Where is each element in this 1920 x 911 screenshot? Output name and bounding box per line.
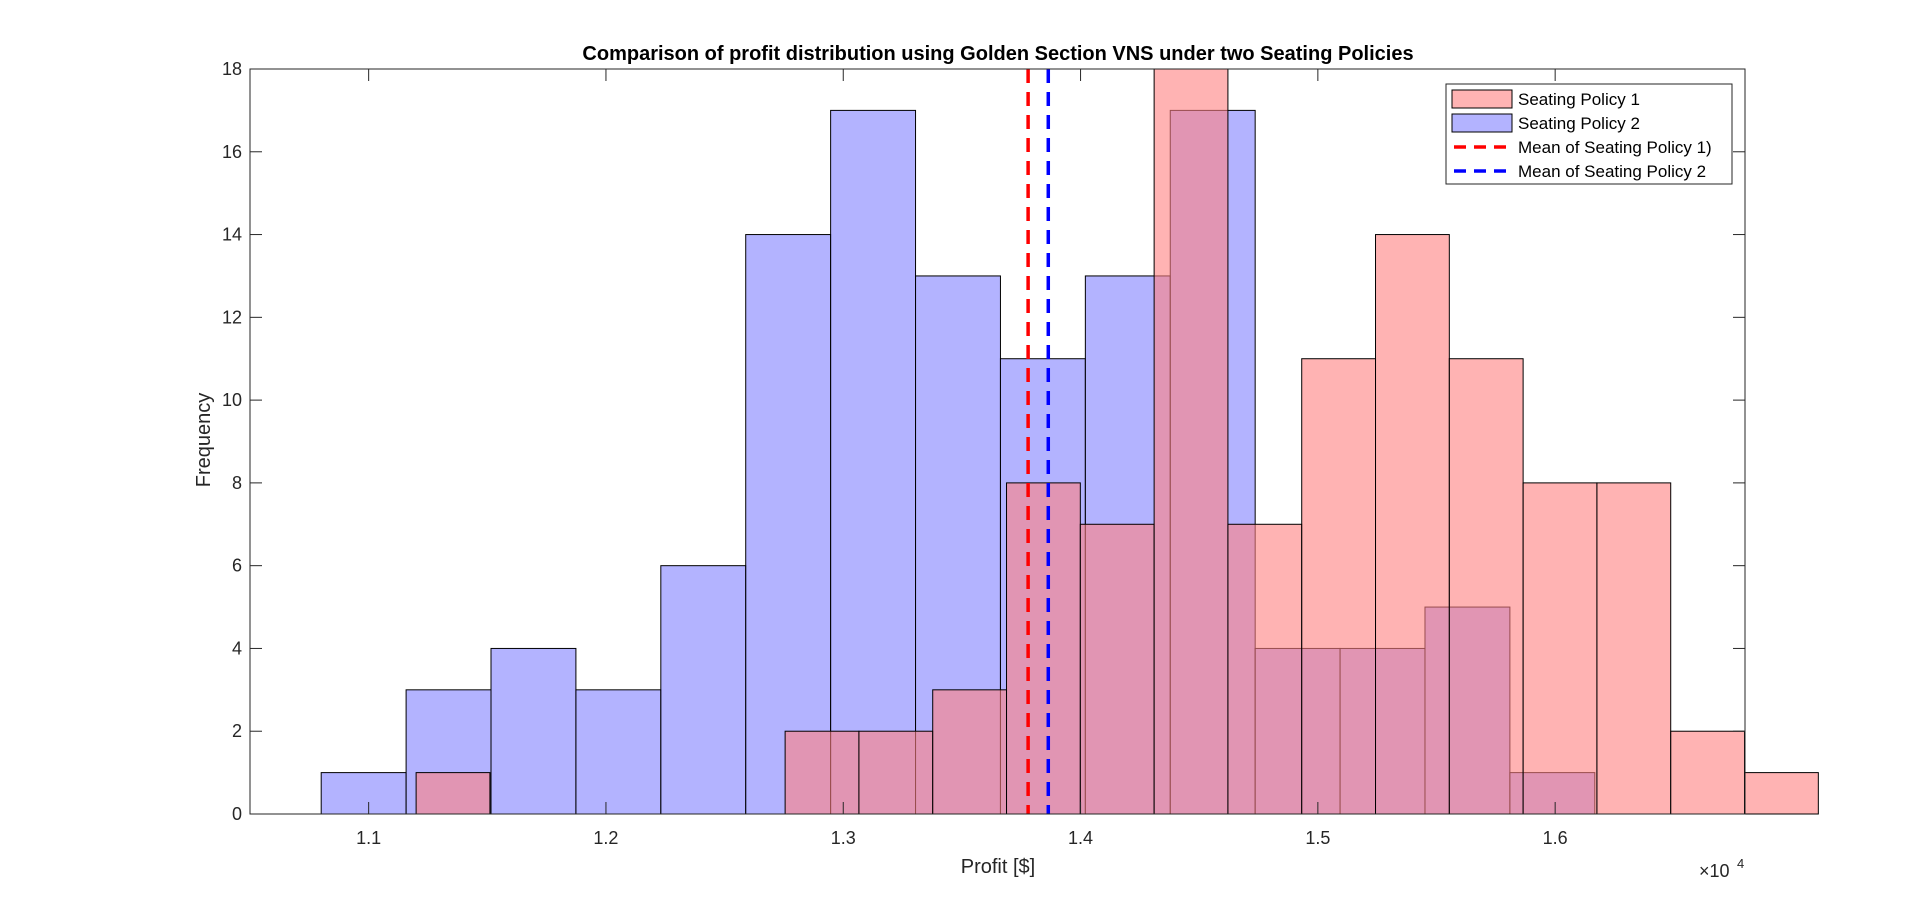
x-tick-label-2: 1.3 [831, 828, 856, 848]
histogram-bar-series-1-bin-10 [1153, 68, 1229, 815]
histogram-bar-series-1-bin-18 [1744, 772, 1819, 815]
y-tick-label-9: 18 [222, 59, 242, 79]
histogram-bar-series-1-bin-8 [1006, 482, 1081, 815]
histogram-bar-series-1-bin-11 [1227, 523, 1303, 815]
histogram-bar-series-1-bin-0 [415, 772, 491, 815]
y-tick-label-4: 8 [232, 473, 242, 493]
histogram-bars [320, 68, 1819, 815]
histogram-bar-series-2-bin-5 [745, 234, 832, 815]
histogram-bar-series-1-bin-12 [1301, 358, 1377, 815]
legend-label-2: Seating Policy 2 [1518, 114, 1640, 133]
histogram-bar-series-1-bin-17 [1670, 730, 1746, 815]
y-tick-label-3: 6 [232, 556, 242, 576]
x-tick-label-4: 1.5 [1305, 828, 1330, 848]
legend-swatch-1 [1451, 89, 1513, 109]
legend-label-4: Mean of Seating Policy 2 [1518, 162, 1706, 181]
y-tick-label-8: 16 [222, 142, 242, 162]
y-tick-label-0: 0 [232, 804, 242, 824]
y-tick-label-6: 12 [222, 307, 242, 327]
histogram-bar-series-2-bin-6 [830, 109, 917, 815]
legend-label-3: Mean of Seating Policy 1) [1518, 138, 1712, 157]
y-tick-label-1: 2 [232, 721, 242, 741]
y-axis-label: Frequency [193, 393, 215, 488]
chart-title: Comparison of profit distribution using … [582, 43, 1413, 65]
histogram-bar-series-1-bin-6 [858, 730, 934, 815]
histogram-bar-series-1-bin-5 [784, 730, 860, 815]
histogram-bar-series-1-bin-14 [1448, 358, 1524, 815]
y-tick-label-2: 4 [232, 638, 242, 658]
plot-area-frame [249, 68, 1746, 815]
histogram-bar-series-1-bin-15 [1522, 482, 1598, 815]
chart-legend: Seating Policy 1 Seating Policy 2 Mean of … [1445, 83, 1733, 185]
histogram-bar-series-2-bin-3 [575, 689, 662, 815]
legend-label-1: Seating Policy 1 [1518, 90, 1640, 109]
histogram-bar-series-1-bin-16 [1596, 482, 1672, 815]
axis-tick-labels: 1.1 1.2 1.3 1.4 1.5 1.6 0 2 4 6 8 10 12 14 16 18 [222, 59, 1568, 848]
histogram-bar-series-2-bin-4 [660, 565, 747, 815]
mean-lines [1026, 69, 1051, 814]
x-tick-label-1: 1.2 [593, 828, 618, 848]
histogram-bar-series-1-bin-9 [1079, 523, 1155, 815]
x-exponent-base: ×10 [1699, 861, 1730, 881]
y-tick-label-5: 10 [222, 390, 242, 410]
x-tick-label-3: 1.4 [1068, 828, 1093, 848]
axis-ticks [250, 68, 1745, 815]
x-tick-label-0: 1.1 [356, 828, 381, 848]
legend-swatch-2 [1451, 113, 1513, 133]
y-tick-label-7: 14 [222, 225, 242, 245]
x-tick-label-5: 1.6 [1543, 828, 1568, 848]
histogram-bar-series-2-bin-2 [490, 647, 577, 815]
x-axis-label: Profit [$] [961, 856, 1035, 878]
x-axis-exponent: ×10 4 [1699, 856, 1744, 881]
histogram-bar-series-2-bin-0 [320, 772, 407, 815]
histogram-bar-series-1-bin-7 [932, 689, 1008, 815]
histogram-bar-series-1-bin-13 [1375, 234, 1450, 815]
x-exponent-power: 4 [1737, 856, 1744, 871]
